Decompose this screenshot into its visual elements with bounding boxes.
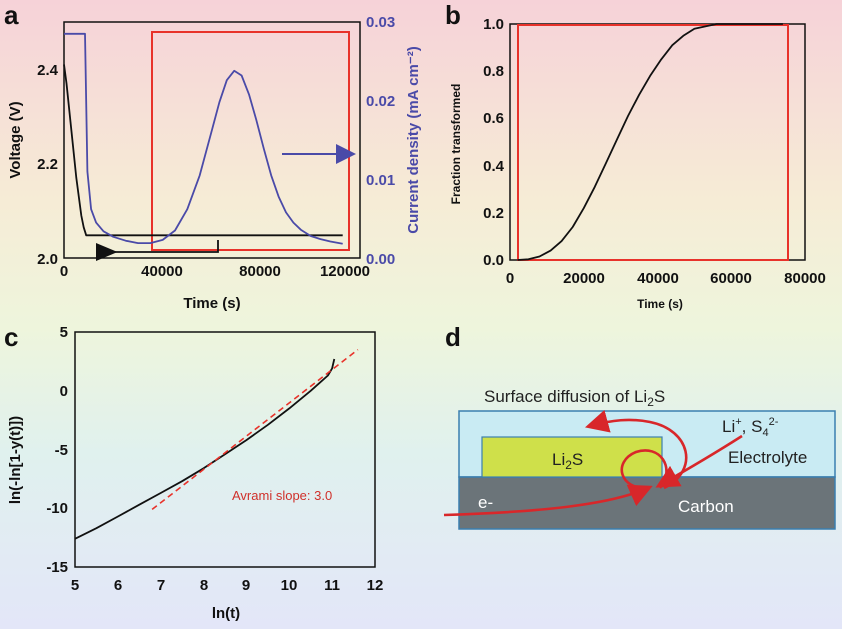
chart-b-x-tick: 20000 <box>563 270 605 287</box>
chart-c-x-tick: 11 <box>324 577 340 594</box>
li2s-label: Li2S <box>552 450 583 472</box>
chart-c-x-ticks: 5 6 7 8 9 10 11 12 <box>71 577 384 594</box>
chart-c-y-title: ln(-ln[1-y(t)]) <box>7 416 24 504</box>
chart-b-y-title: Fraction transformed <box>449 84 463 205</box>
chart-b-y-tick: 0.4 <box>483 158 505 175</box>
chart-a-current-line <box>64 32 343 245</box>
chart-c-y-tick: -10 <box>46 500 68 517</box>
chart-c-avrami-line <box>74 358 336 540</box>
nucleation-loop <box>620 449 668 490</box>
chart-a-y-title: Voltage (V) <box>7 101 24 178</box>
diagram-title: Surface diffusion of Li2S <box>484 387 665 409</box>
carbon-label: Carbon <box>678 497 734 516</box>
chart-a-y2-ticks: 0.00 0.01 0.02 0.03 <box>366 14 395 268</box>
chart-a-x-ticks: 0 40000 80000 120000 <box>60 263 370 280</box>
chart-a-x-tick: 120000 <box>320 263 370 280</box>
chart-c-series-group <box>74 348 359 540</box>
chart-b-x-tick: 40000 <box>637 270 679 287</box>
chart-b-x-tick: 0 <box>506 270 514 287</box>
chart-c: 5 6 7 8 9 10 11 12 5 0 -5 -10 -15 ln(t) … <box>7 324 383 622</box>
chart-b-x-ticks: 0 20000 40000 60000 80000 <box>506 270 826 287</box>
chart-c-x-tick: 9 <box>242 577 250 594</box>
chart-a-y-tick: 2.2 <box>37 156 58 173</box>
panel-label-b: b <box>445 0 461 30</box>
panel-label-a: a <box>4 0 19 30</box>
chart-b-x-tick: 80000 <box>784 270 826 287</box>
chart-b-y-tick: 0.8 <box>483 63 504 80</box>
chart-c-x-title: ln(t) <box>212 605 240 622</box>
chart-a-x-title: Time (s) <box>183 295 240 312</box>
chart-c-x-tick: 6 <box>114 577 122 594</box>
chart-b-x-title: Time (s) <box>637 297 683 311</box>
chart-a-y2-title: Current density (mA cm⁻²) <box>405 46 422 233</box>
chart-a-arrow-left <box>95 240 219 261</box>
chart-a-series-group <box>63 32 343 245</box>
chart-a-y2-tick: 0.03 <box>366 14 395 31</box>
chart-c-y-tick: 0 <box>60 383 68 400</box>
chart-c-x-tick: 10 <box>281 577 298 594</box>
chart-c-y-tick: 5 <box>60 324 68 341</box>
chart-a: 0 40000 80000 120000 2.0 2.2 2.4 0.00 0.… <box>7 14 422 312</box>
surface-diffusion-arrow <box>584 409 688 490</box>
li2s-block <box>481 436 663 478</box>
ion-path-arrow <box>655 434 743 488</box>
chart-b-y-tick: 0.6 <box>483 110 504 127</box>
chart-b-y-tick: 0.0 <box>483 252 504 269</box>
chart-b-highlight-box <box>517 24 789 261</box>
chart-a-y2-tick: 0.01 <box>366 172 395 189</box>
electron-label: e- <box>478 493 493 512</box>
chart-b: 0 20000 40000 60000 80000 0.0 0.2 0.4 0.… <box>449 16 826 311</box>
chart-b-y-ticks: 0.0 0.2 0.4 0.6 0.8 1.0 <box>483 16 505 269</box>
chart-b-y-tick: 1.0 <box>483 16 504 33</box>
chart-c-plot-frame <box>74 331 376 568</box>
chart-a-x-tick: 0 <box>60 263 68 280</box>
chart-a-x-tick: 40000 <box>141 263 183 280</box>
chart-c-x-tick: 7 <box>157 577 165 594</box>
chart-b-plot-frame <box>509 23 806 261</box>
chart-c-y-tick: -15 <box>46 559 68 576</box>
diagram-d: Surface diffusion of Li2S Li2S Li+, S42-… <box>443 387 836 530</box>
chart-a-y2-tick: 0.00 <box>366 251 395 268</box>
chart-c-x-tick: 12 <box>367 577 384 594</box>
panel-label-c: c <box>4 322 18 352</box>
chart-c-y-tick: -5 <box>55 442 68 459</box>
chart-b-x-tick: 60000 <box>710 270 752 287</box>
chart-a-y-ticks: 2.0 2.2 2.4 <box>37 62 59 268</box>
chart-a-x-tick: 80000 <box>239 263 281 280</box>
electron-path-arrow <box>443 484 653 517</box>
chart-a-plot-frame <box>63 21 361 259</box>
panel-label-d: d <box>445 322 461 352</box>
chart-c-x-tick: 8 <box>200 577 208 594</box>
chart-c-fit-line <box>151 348 359 511</box>
chart-a-y-tick: 2.4 <box>37 62 59 79</box>
chart-c-y-ticks: 5 0 -5 -10 -15 <box>46 324 68 576</box>
chart-a-y2-tick: 0.02 <box>366 93 395 110</box>
ions-label: Li+, S42- <box>722 416 779 439</box>
chart-a-highlight-box <box>151 31 350 251</box>
chart-a-voltage-line <box>63 64 343 237</box>
carbon-layer <box>458 476 836 530</box>
chart-b-series-group <box>517 23 783 261</box>
chart-a-y-tick: 2.0 <box>37 251 58 268</box>
electrolyte-label: Electrolyte <box>728 448 807 467</box>
chart-b-y-tick: 0.2 <box>483 205 504 222</box>
chart-c-x-tick: 5 <box>71 577 79 594</box>
chart-b-fraction-line <box>517 23 783 261</box>
chart-c-annotation: Avrami slope: 3.0 <box>232 488 332 503</box>
